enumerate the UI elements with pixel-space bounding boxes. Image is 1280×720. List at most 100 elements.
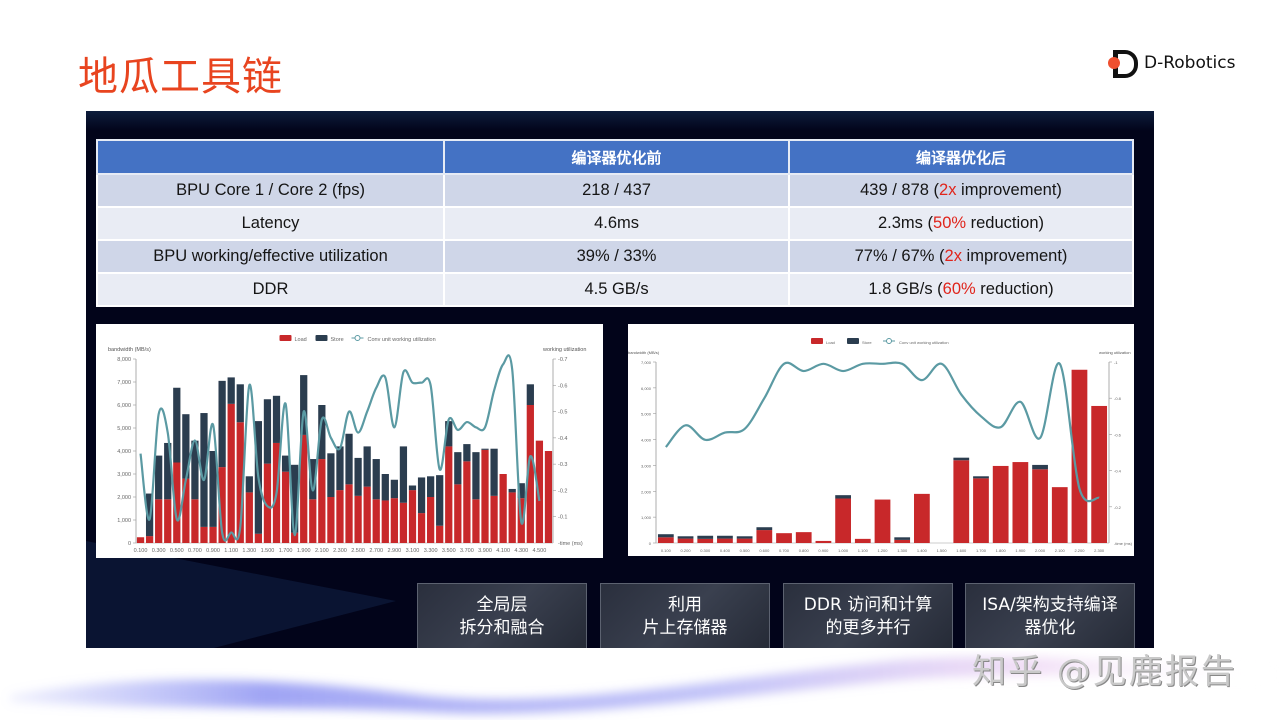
table-row: BPU working/effective utilization 39% / … (95, 239, 1134, 274)
after-cell: 2.3ms (50% reduction) (788, 206, 1134, 241)
svg-text:1.700: 1.700 (976, 548, 987, 553)
svg-text:1.500: 1.500 (261, 548, 275, 554)
svg-text:-1: -1 (1114, 360, 1118, 365)
svg-text:Conv unit working utilization: Conv unit working utilization (368, 337, 436, 343)
svg-text:-0.5: -0.5 (558, 410, 567, 416)
svg-text:1.000: 1.000 (838, 548, 849, 553)
svg-text:-0.4: -0.4 (558, 436, 567, 442)
bandwidth-utilization-chart-before: Load Store Conv unit working utilization ba… (108, 335, 586, 554)
svg-text:1.100: 1.100 (224, 548, 238, 554)
svg-text:4.300: 4.300 (514, 548, 528, 554)
svg-text:5,000: 5,000 (641, 412, 652, 417)
svg-text:4,000: 4,000 (117, 449, 131, 455)
svg-text:8,000: 8,000 (117, 357, 131, 363)
svg-text:1.900: 1.900 (297, 548, 311, 554)
svg-text:1.500: 1.500 (937, 548, 948, 553)
svg-text:0.800: 0.800 (799, 548, 810, 553)
svg-text:2,000: 2,000 (641, 489, 652, 494)
svg-text:3.100: 3.100 (406, 548, 420, 554)
table-row: Latency 4.6ms 2.3ms (50% reduction) (95, 206, 1134, 241)
svg-text:3.900: 3.900 (478, 548, 492, 554)
svg-text:3.300: 3.300 (424, 548, 438, 554)
decorative-shard (86, 541, 396, 648)
metric-cell: BPU working/effective utilization (95, 239, 446, 274)
content-panel: 编译器优化前 编译器优化后 BPU Core 1 / Core 2 (fps) … (86, 111, 1154, 648)
svg-text:Conv unit working utilization: Conv unit working utilization (899, 340, 949, 345)
logo-text: D-Robotics (1144, 53, 1236, 73)
table-header-before: 编译器优化前 (443, 139, 791, 175)
svg-text:2.300: 2.300 (333, 548, 347, 554)
svg-text:0.100: 0.100 (661, 548, 672, 553)
comparison-table: 编译器优化前 编译器优化后 BPU Core 1 / Core 2 (fps) … (95, 139, 1134, 307)
svg-text:-time (ms): -time (ms) (1114, 541, 1133, 546)
svg-text:working utilization: working utilization (1099, 350, 1131, 355)
svg-text:2.700: 2.700 (369, 548, 383, 554)
svg-text:0.500: 0.500 (170, 548, 184, 554)
svg-text:0.300: 0.300 (152, 548, 166, 554)
highlight-value: 2x (944, 247, 962, 265)
d-robotics-logo-icon (1108, 50, 1138, 78)
feature-box-isa-arch: ISA/架构支持编译 器优化 (965, 583, 1135, 648)
svg-text:Load: Load (295, 337, 307, 343)
svg-text:-0.2: -0.2 (558, 488, 567, 494)
svg-text:0.100: 0.100 (134, 548, 148, 554)
svg-text:Load: Load (826, 340, 835, 345)
svg-text:0: 0 (128, 541, 131, 547)
svg-text:5,000: 5,000 (117, 426, 131, 432)
svg-text:2,000: 2,000 (117, 495, 131, 501)
svg-text:1.400: 1.400 (917, 548, 928, 553)
svg-text:-0.2: -0.2 (1114, 505, 1122, 510)
svg-text:Store: Store (331, 337, 344, 343)
svg-text:6,000: 6,000 (641, 386, 652, 391)
svg-text:-time (ms): -time (ms) (558, 541, 583, 547)
table-header-blank (95, 139, 446, 175)
svg-text:2.000: 2.000 (1035, 548, 1046, 553)
slide-title: 地瓜工具链 (78, 54, 283, 100)
svg-text:1.300: 1.300 (897, 548, 908, 553)
feature-box-onchip-memory: 利用 片上存储器 (600, 583, 770, 648)
svg-text:2.300: 2.300 (1094, 548, 1105, 553)
table-row: BPU Core 1 / Core 2 (fps) 218 / 437 439 … (95, 173, 1134, 208)
metric-cell: DDR (95, 272, 446, 307)
highlight-value: 50% (933, 214, 967, 232)
svg-text:1.900: 1.900 (1015, 548, 1026, 553)
metric-cell: BPU Core 1 / Core 2 (fps) (95, 173, 446, 208)
after-cell: 1.8 GB/s (60% reduction) (788, 272, 1134, 307)
svg-text:2.100: 2.100 (1055, 548, 1066, 553)
before-cell: 4.6ms (443, 206, 791, 241)
svg-text:working utilization: working utilization (542, 347, 586, 353)
svg-text:-0.3: -0.3 (558, 462, 567, 468)
svg-text:0.900: 0.900 (206, 548, 220, 554)
svg-text:1,000: 1,000 (641, 515, 652, 520)
svg-text:1.300: 1.300 (242, 548, 256, 554)
metric-cell: Latency (95, 206, 446, 241)
svg-text:0.300: 0.300 (700, 548, 711, 553)
svg-text:7,000: 7,000 (117, 380, 131, 386)
highlight-value: 2x (939, 181, 957, 199)
svg-text:0.700: 0.700 (779, 548, 790, 553)
svg-text:4.100: 4.100 (496, 548, 510, 554)
svg-text:bandwidth (MB/s): bandwidth (MB/s) (628, 350, 660, 355)
feature-box-ddr-parallel: DDR 访问和计算 的更多并行 (783, 583, 953, 648)
table-header-after: 编译器优化后 (788, 139, 1134, 175)
svg-text:-0.6: -0.6 (1114, 432, 1122, 437)
svg-text:0.500: 0.500 (740, 548, 751, 553)
svg-text:0: 0 (649, 541, 652, 546)
svg-text:2.100: 2.100 (315, 548, 329, 554)
svg-text:0.200: 0.200 (681, 548, 692, 553)
table-header-row: 编译器优化前 编译器优化后 (95, 139, 1134, 175)
svg-text:2.200: 2.200 (1074, 548, 1085, 553)
decorative-wave (10, 656, 1280, 714)
svg-text:3.500: 3.500 (442, 548, 456, 554)
svg-text:0.600: 0.600 (759, 548, 770, 553)
svg-text:2.500: 2.500 (351, 548, 365, 554)
brand-logo: D-Robotics (1108, 50, 1236, 78)
watermark: 知乎 @见鹿报告 (972, 652, 1237, 692)
svg-text:7,000: 7,000 (641, 360, 652, 365)
svg-text:-0.6: -0.6 (558, 383, 567, 389)
svg-text:3,000: 3,000 (641, 463, 652, 468)
before-cell: 4.5 GB/s (443, 272, 791, 307)
svg-text:1.800: 1.800 (996, 548, 1007, 553)
svg-text:1.100: 1.100 (858, 548, 869, 553)
svg-text:0.900: 0.900 (818, 548, 829, 553)
